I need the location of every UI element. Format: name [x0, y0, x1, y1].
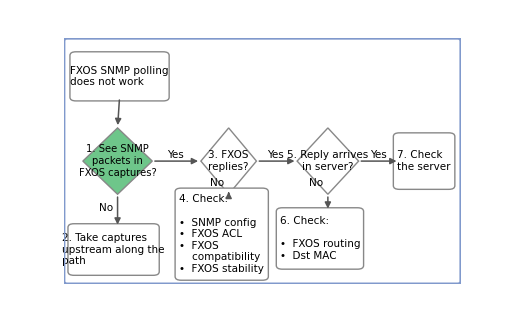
Text: No: No: [99, 203, 113, 213]
FancyBboxPatch shape: [70, 52, 169, 101]
FancyBboxPatch shape: [276, 208, 364, 269]
FancyBboxPatch shape: [175, 188, 268, 280]
Polygon shape: [83, 128, 152, 194]
Text: 6. Check:

•  FXOS routing
•  Dst MAC: 6. Check: • FXOS routing • Dst MAC: [280, 216, 360, 261]
Polygon shape: [201, 128, 257, 194]
Text: Yes: Yes: [370, 150, 387, 160]
FancyBboxPatch shape: [393, 133, 455, 189]
Text: 2. Take captures
upstream along the
path: 2. Take captures upstream along the path: [62, 233, 165, 266]
Polygon shape: [297, 128, 358, 194]
Text: 3. FXOS
replies?: 3. FXOS replies?: [208, 150, 249, 172]
Text: Yes: Yes: [167, 150, 183, 160]
Text: No: No: [210, 178, 224, 188]
Text: No: No: [309, 178, 323, 188]
FancyBboxPatch shape: [68, 224, 159, 275]
Text: Yes: Yes: [267, 150, 284, 160]
Text: 4. Check:

•  SNMP config
•  FXOS ACL
•  FXOS
    compatibility
•  FXOS stabilit: 4. Check: • SNMP config • FXOS ACL • FXO…: [179, 194, 264, 274]
Text: FXOS SNMP polling
does not work: FXOS SNMP polling does not work: [70, 65, 169, 87]
Text: 7. Check
the server: 7. Check the server: [397, 150, 451, 172]
Text: 1. See SNMP
packets in
FXOS captures?: 1. See SNMP packets in FXOS captures?: [79, 145, 157, 178]
Text: 5. Reply arrives
in server?: 5. Reply arrives in server?: [287, 150, 369, 172]
